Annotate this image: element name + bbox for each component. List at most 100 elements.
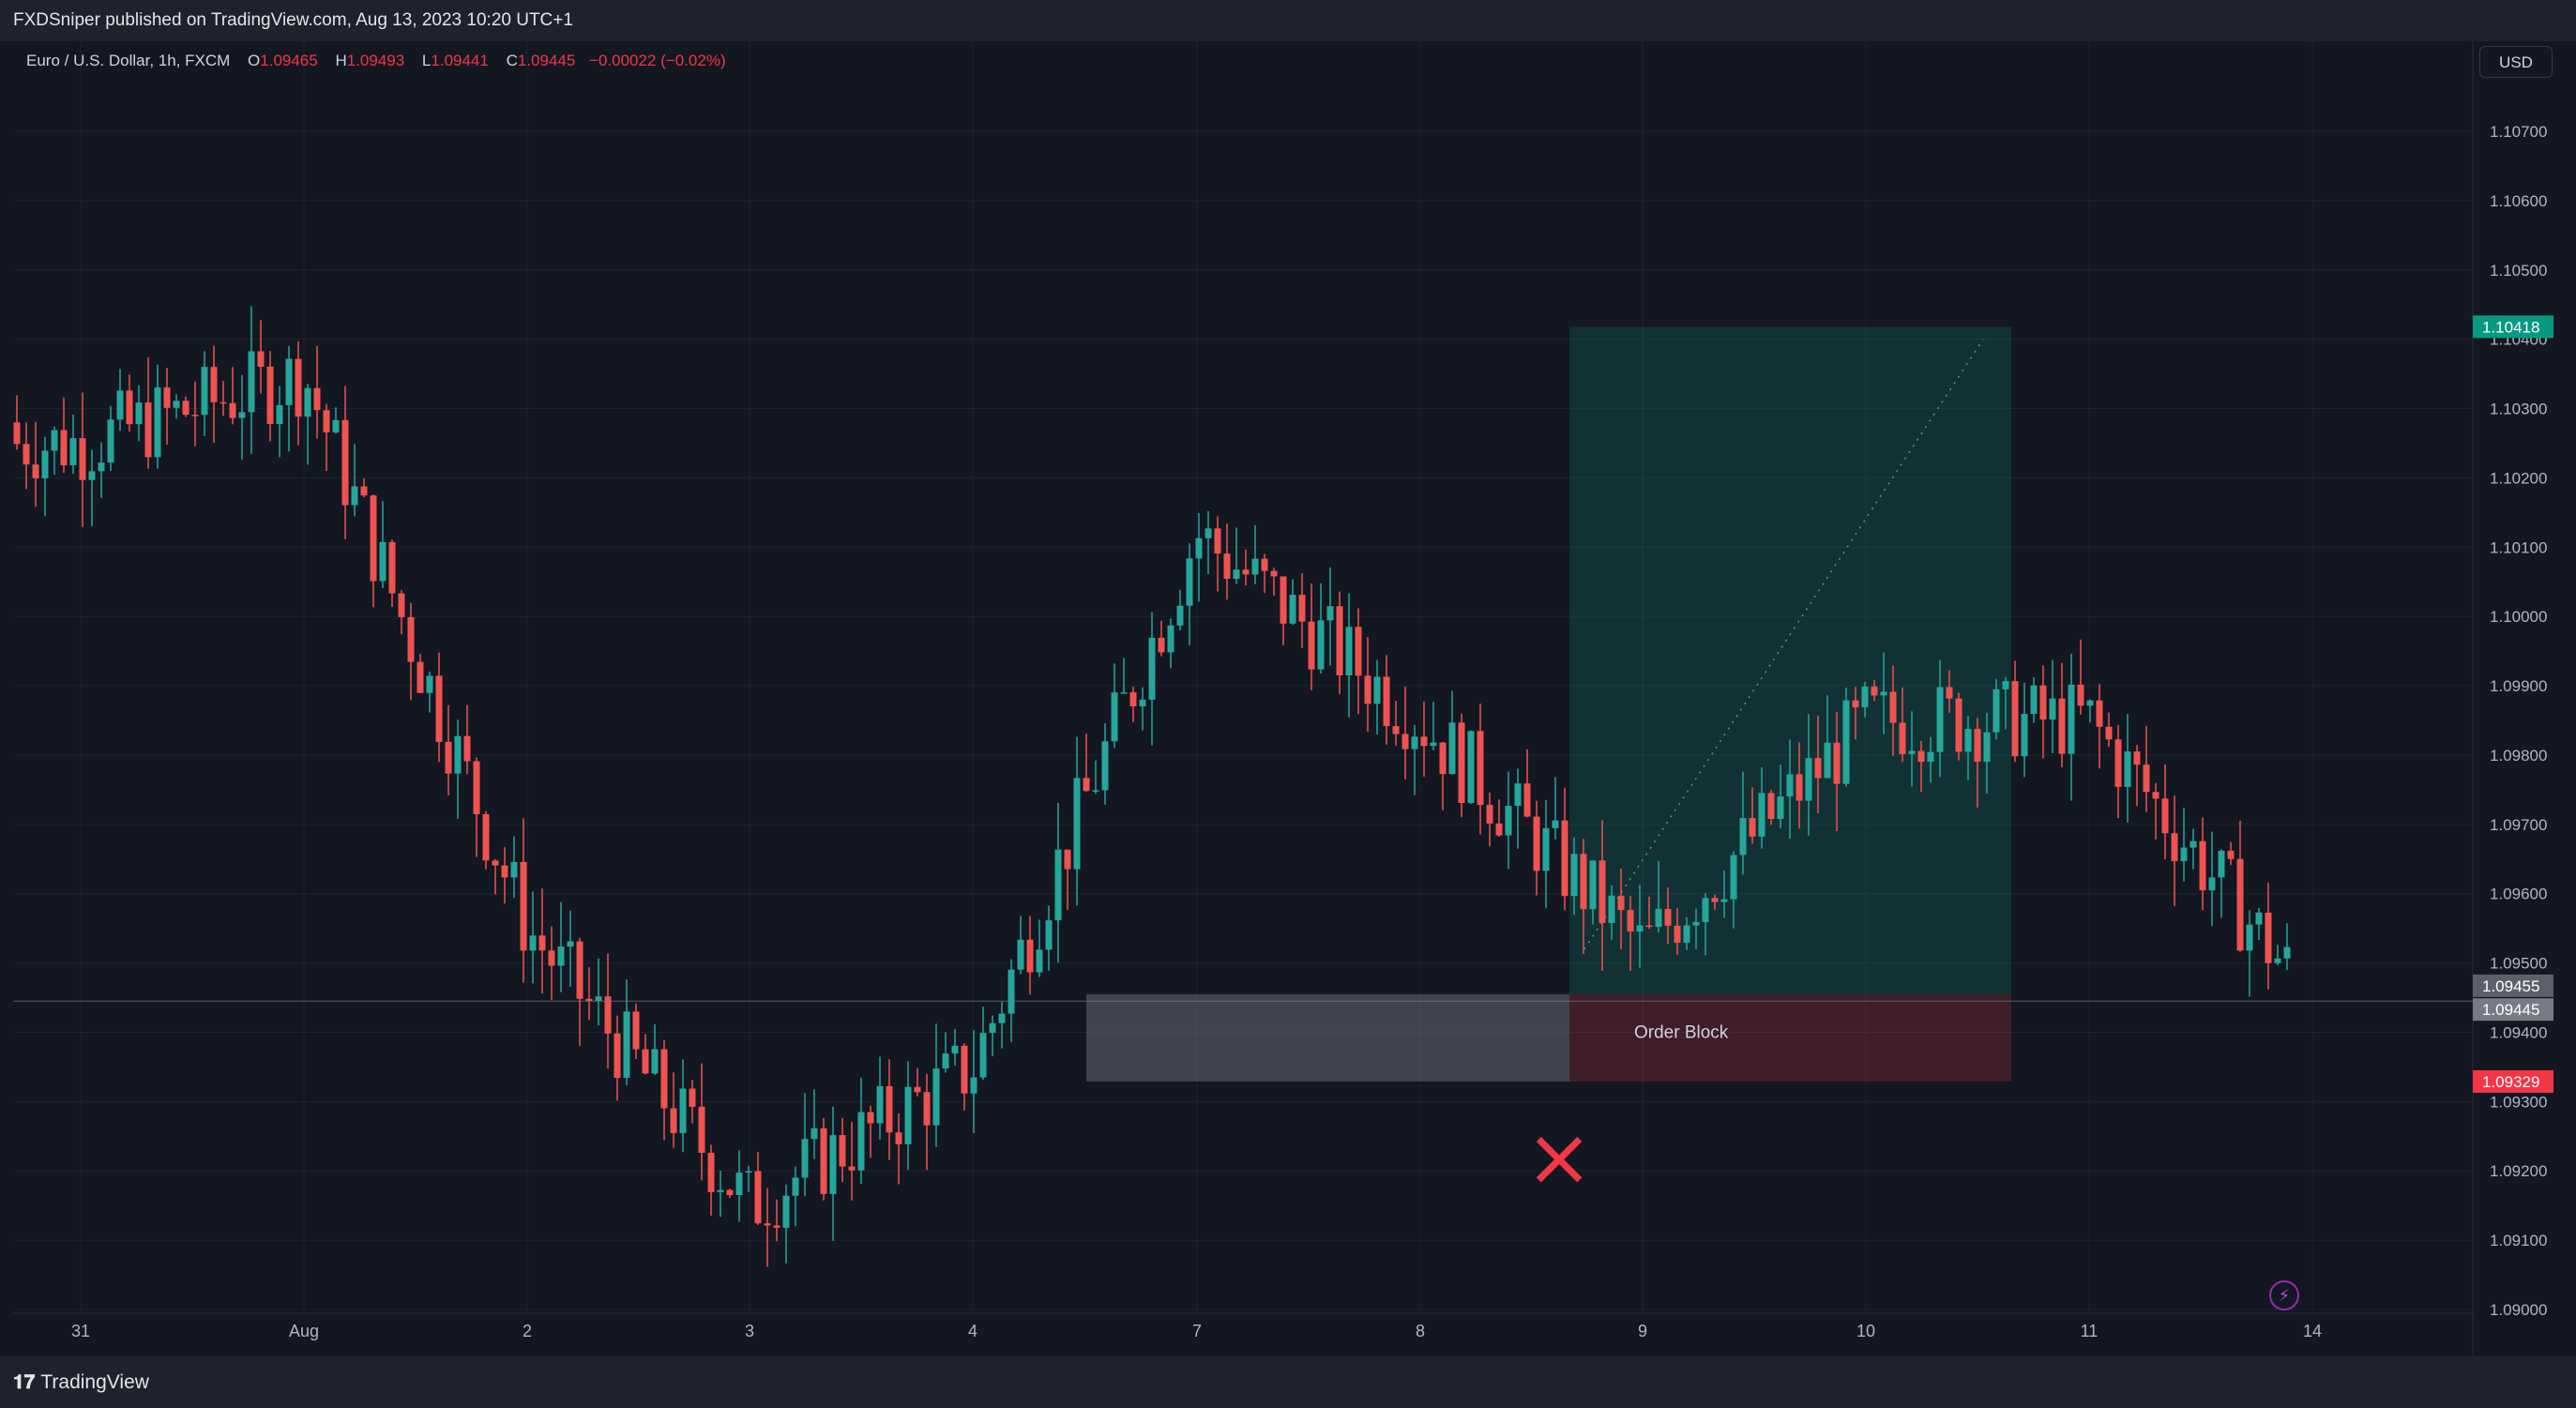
candle-body [1120,692,1128,694]
candle-body [932,1068,940,1126]
candle-body [829,1135,837,1194]
candle-body [1946,687,1953,699]
close-label: C [506,52,518,69]
candle-body [1186,558,1193,606]
candle-body [1083,778,1090,792]
candle-body [1251,558,1259,575]
candle-body [1317,620,1325,670]
candle-body [1702,898,1709,922]
low-label: L [421,52,432,69]
candle-body [642,1049,649,1074]
candle-body [116,390,124,420]
candle-body [1739,818,1747,855]
candle-body [2058,698,2066,754]
candle-body [754,1171,762,1224]
candle-body [811,1128,818,1140]
candle-body [445,741,452,774]
candle-body [60,430,68,465]
candle-body [88,471,96,480]
time-tick-label: Aug [289,1322,319,1340]
currency-button[interactable]: USD [2479,46,2553,78]
candle-body [1233,569,1240,580]
trade-path-line [1583,339,1984,950]
candle-body [2274,958,2281,963]
candle-body [1045,920,1053,950]
time-tick-label: 10 [1856,1322,1875,1340]
candle-body [1542,827,1550,871]
candle-body [1599,860,1606,924]
candle-body [370,495,377,582]
candle-body [351,486,358,506]
candle-body [98,462,105,472]
candle-body [782,1195,790,1228]
candle-body [1477,731,1484,806]
candle-body [1786,774,1794,797]
candle-body [1796,774,1803,801]
candle-body [1533,816,1540,871]
candle-body [341,419,349,506]
candle-body [839,1135,846,1167]
candle-body [2068,684,2075,754]
candlestick-chart[interactable]: Order Block × 1.09000 1.09100 1.09200 1.09300… [13,41,2561,1356]
candle-body [1214,528,1221,554]
candle-body [1326,606,1334,621]
candle-body [238,412,246,418]
candle-body [1101,741,1109,791]
candle-body [463,735,471,762]
candle-body [2114,739,2122,787]
tradingview-logo[interactable]: 𝟏𝟕 TradingView [13,1371,149,1394]
candle-body [848,1166,856,1171]
candle-body [1964,729,1972,752]
candle-body [2236,858,2244,951]
candle-body [2124,751,2131,787]
candle-body [69,438,77,465]
candle-body [576,941,583,999]
candle-body [1814,758,1822,779]
candle-body [154,386,161,458]
candle-body [1017,939,1024,970]
candle-body [360,486,368,496]
candle-body [407,616,415,662]
symbol-title[interactable]: Euro / U.S. Dollar, 1h, FXCM [26,52,231,69]
price-tick-label: 1.09500 [2490,955,2547,973]
candle-body [1993,689,2000,733]
brand-name: TradingView [40,1371,149,1393]
candle-body [1430,742,1437,747]
candle-body [660,1049,668,1109]
candle-body [1008,969,1015,1014]
candle-body [2265,912,2272,963]
candle-body [2096,700,2103,727]
candle-body [1345,627,1353,675]
candle-body [1523,783,1531,817]
candle-body [773,1225,780,1228]
chart-area[interactable]: Order Block × 1.09000 1.09100 1.09200 1.09300… [13,41,2561,1356]
candle-body [1139,699,1146,706]
candle-body [201,367,208,416]
candle-body [1927,751,1934,763]
price-badge-last [2473,998,2553,1022]
order-block-zone[interactable] [1086,993,1569,1082]
tv-logo-icon: 𝟏𝟕 [13,1371,36,1393]
price-tick-label: 1.10200 [2490,469,2547,487]
candle-body [1749,818,1756,837]
candle-body [144,402,152,458]
candle-body [210,367,218,402]
candle-body [951,1045,959,1054]
candle-body [1880,691,1887,696]
candle-body [1871,686,1878,696]
candle-body [2171,833,2178,861]
candle-body [923,1092,931,1126]
price-badge-label-stop: 1.09329 [2482,1073,2539,1091]
candle-body [867,1112,874,1124]
candle-body [792,1177,799,1196]
candle-body [651,1049,659,1074]
stop-zone[interactable] [1569,993,2011,1082]
candle-body [1402,734,1409,749]
candle-body [1129,692,1137,706]
candle-body [595,996,602,1002]
lightning-icon[interactable]: ⚡ [2269,1280,2299,1310]
candle-body [1073,778,1081,870]
candle-body [23,444,30,465]
target-zone[interactable] [1569,326,2011,994]
candle-body [1111,692,1118,742]
